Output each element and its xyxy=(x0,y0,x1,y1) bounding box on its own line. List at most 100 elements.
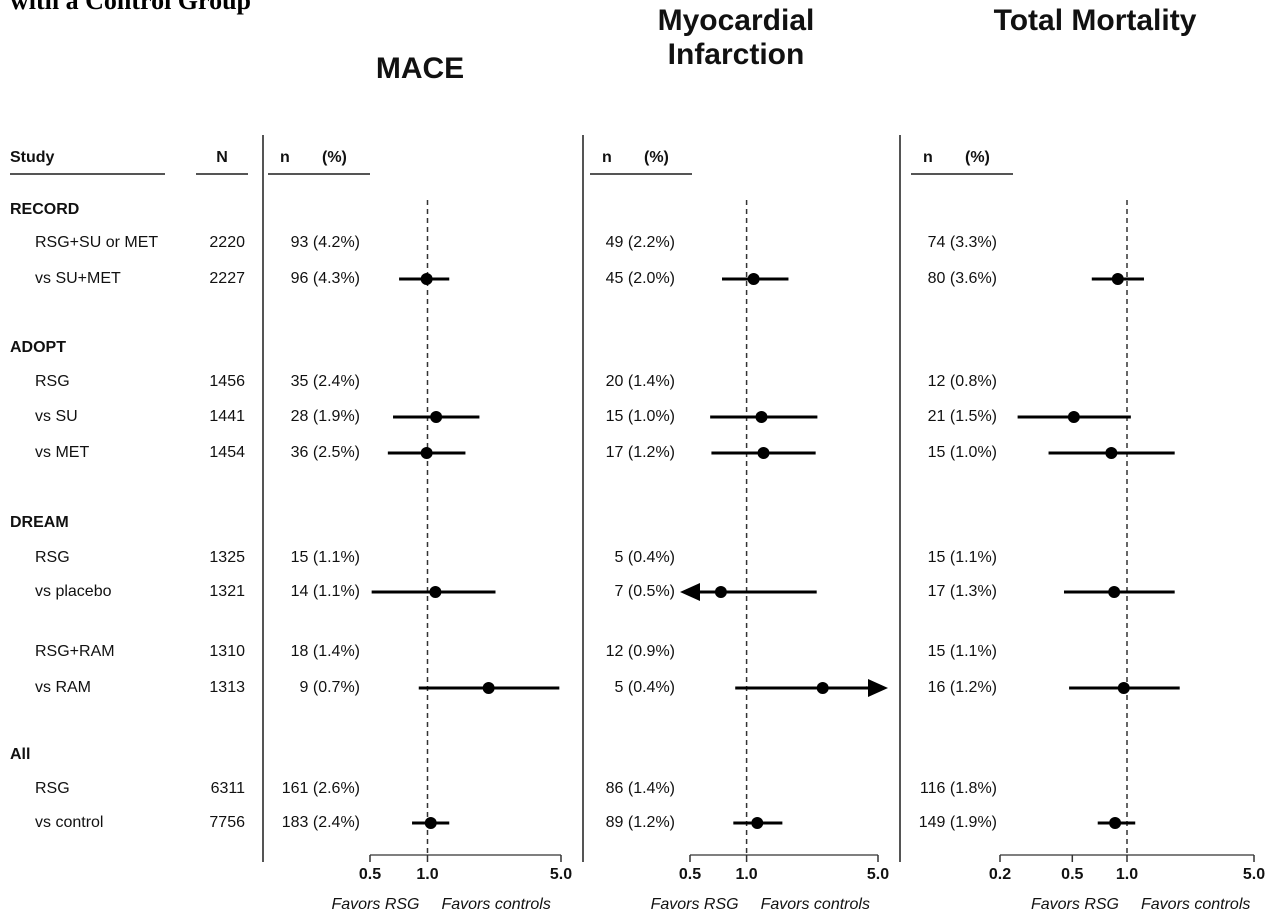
count-value: 15 (1.0%) xyxy=(606,408,675,425)
point-estimate xyxy=(420,273,433,285)
col-header: N xyxy=(216,149,228,166)
count-value: 9 (0.7%) xyxy=(300,679,360,696)
favors-label: Favors RSG xyxy=(331,896,419,913)
count-value: 16 (1.2%) xyxy=(928,679,997,696)
x-tick-label: 5.0 xyxy=(867,866,889,883)
x-tick-label: 5.0 xyxy=(550,866,572,883)
count-value: 93 (4.2%) xyxy=(291,234,360,251)
count-value: 35 (2.4%) xyxy=(291,373,360,390)
x-tick-label: 1.0 xyxy=(735,866,757,883)
point-estimate xyxy=(714,586,727,598)
count-value: 96 (4.3%) xyxy=(291,270,360,287)
favors-label: Favors RSG xyxy=(651,896,739,913)
favors-label: Favors controls xyxy=(761,896,870,913)
x-tick-label: 0.5 xyxy=(679,866,701,883)
panel-title: Total Mortality xyxy=(993,4,1197,37)
group-label: ADOPT xyxy=(10,339,66,356)
point-estimate xyxy=(1111,273,1124,285)
count-value: 74 (3.3%) xyxy=(928,234,997,251)
count-value: 17 (1.2%) xyxy=(606,444,675,461)
count-value: 20 (1.4%) xyxy=(606,373,675,390)
count-value: 12 (0.8%) xyxy=(928,373,997,390)
point-estimate xyxy=(757,447,770,459)
count-value: 15 (1.1%) xyxy=(928,549,997,566)
count-value: 149 (1.9%) xyxy=(919,814,997,831)
col-header: n xyxy=(602,149,612,166)
count-value: 183 (2.4%) xyxy=(282,814,360,831)
count-value: 28 (1.9%) xyxy=(291,408,360,425)
col-header: (%) xyxy=(965,149,990,166)
point-estimate xyxy=(430,411,443,423)
x-tick-label: 5.0 xyxy=(1243,866,1265,883)
n-value: 1441 xyxy=(209,408,245,425)
x-tick-label: 1.0 xyxy=(1116,866,1138,883)
group-label: RECORD xyxy=(10,201,79,218)
study-label: RSG xyxy=(35,780,70,797)
count-value: 7 (0.5%) xyxy=(615,583,675,600)
count-value: 17 (1.3%) xyxy=(928,583,997,600)
n-value: 2227 xyxy=(209,270,245,287)
n-value: 1310 xyxy=(209,643,245,660)
point-estimate xyxy=(816,682,829,694)
count-value: 15 (1.0%) xyxy=(928,444,997,461)
count-value: 14 (1.1%) xyxy=(291,583,360,600)
favors-label: Favors controls xyxy=(441,896,550,913)
group-label: DREAM xyxy=(10,514,69,531)
col-header: n xyxy=(280,149,290,166)
n-value: 1456 xyxy=(209,373,245,390)
study-label: RSG+RAM xyxy=(35,643,115,660)
count-value: 45 (2.0%) xyxy=(606,270,675,287)
count-value: 5 (0.4%) xyxy=(615,679,675,696)
favors-label: Favors RSG xyxy=(1031,896,1119,913)
count-value: 21 (1.5%) xyxy=(928,408,997,425)
panel-title: Myocardial Infarction xyxy=(657,4,815,71)
x-tick-label: 0.2 xyxy=(989,866,1011,883)
study-label: RSG xyxy=(35,373,70,390)
point-estimate xyxy=(482,682,495,694)
point-estimate xyxy=(424,817,437,829)
ci-arrow xyxy=(680,583,700,601)
col-header: n xyxy=(923,149,933,166)
count-value: 15 (1.1%) xyxy=(928,643,997,660)
study-label: RSG xyxy=(35,549,70,566)
n-value: 1325 xyxy=(209,549,245,566)
count-value: 86 (1.4%) xyxy=(606,780,675,797)
col-header: (%) xyxy=(644,149,669,166)
count-value: 89 (1.2%) xyxy=(606,814,675,831)
count-value: 18 (1.4%) xyxy=(291,643,360,660)
count-value: 12 (0.9%) xyxy=(606,643,675,660)
point-estimate xyxy=(1117,682,1130,694)
x-tick-label: 1.0 xyxy=(416,866,438,883)
count-value: 116 (1.8%) xyxy=(920,780,997,797)
point-estimate xyxy=(1105,447,1118,459)
study-label: vs control xyxy=(35,814,103,831)
n-value: 7756 xyxy=(209,814,245,831)
n-value: 1313 xyxy=(209,679,245,696)
col-header: (%) xyxy=(322,149,347,166)
point-estimate xyxy=(1067,411,1080,423)
point-estimate xyxy=(747,273,760,285)
count-value: 5 (0.4%) xyxy=(615,549,675,566)
study-label: vs SU xyxy=(35,408,78,425)
x-tick-label: 0.5 xyxy=(1061,866,1083,883)
study-label: vs MET xyxy=(35,444,89,461)
point-estimate xyxy=(1109,817,1122,829)
n-value: 6311 xyxy=(211,780,246,797)
favors-label: Favors controls xyxy=(1141,896,1250,913)
study-label: RSG+SU or MET xyxy=(35,234,158,251)
group-label: All xyxy=(10,746,30,763)
point-estimate xyxy=(420,447,433,459)
col-header: Study xyxy=(10,149,55,166)
count-value: 36 (2.5%) xyxy=(291,444,360,461)
study-label: vs RAM xyxy=(35,679,91,696)
study-label: vs SU+MET xyxy=(35,270,121,287)
figure-title: with a Control Group xyxy=(10,0,252,15)
x-tick-label: 0.5 xyxy=(359,866,381,883)
panel-title: MACE xyxy=(375,52,465,85)
point-estimate xyxy=(1108,586,1121,598)
point-estimate xyxy=(429,586,442,598)
study-label: vs placebo xyxy=(35,583,112,600)
count-value: 161 (2.6%) xyxy=(282,780,360,797)
